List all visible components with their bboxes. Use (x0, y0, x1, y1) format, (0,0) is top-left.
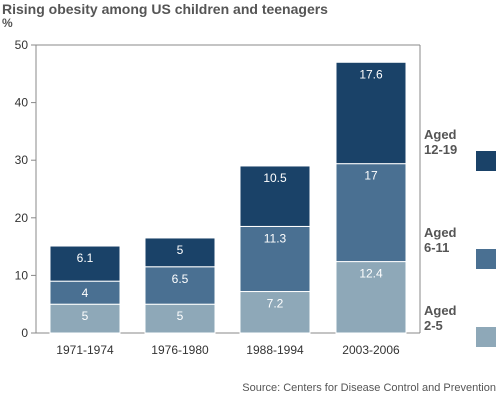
bar-segment (49, 303, 121, 334)
legend-label: Aged 6-11 (424, 225, 474, 255)
legend-item: Aged 2-5 (424, 303, 500, 351)
data-label: 4 (82, 286, 89, 300)
legend-swatch (476, 327, 496, 347)
x-tick-label: 2003-2006 (342, 343, 400, 357)
x-tick-label: 1976-1980 (151, 343, 209, 357)
data-label: 5 (82, 309, 89, 323)
legend-swatch (476, 151, 496, 171)
bar-segment (144, 266, 216, 305)
chart-title: Rising obesity among US children and tee… (2, 1, 328, 17)
legend-label-line: 12-19 (424, 142, 458, 157)
legend-label: Aged 12-19 (424, 127, 474, 157)
x-tick-label: 1971-1974 (56, 343, 114, 357)
legend-label-line: Aged (424, 225, 457, 240)
y-tick-label: 50 (15, 38, 29, 52)
bar-segment (335, 61, 407, 165)
legend-item: Aged 12-19 (424, 127, 500, 175)
legend-swatch (476, 249, 496, 269)
legend-label: Aged 2-5 (424, 303, 474, 333)
source-note: Source: Centers for Disease Control and … (242, 382, 496, 394)
chart-legend: Aged 12-19 Aged 6-11 Aged 2-5 (424, 0, 500, 347)
bar-segment (49, 245, 121, 282)
legend-item: Aged 6-11 (424, 225, 500, 273)
stacked-bar-chart: 0 10 20 30 40 50 5 4 6.1 1971-1974 5 6.5 5 1976-1980 7… (15, 38, 421, 357)
data-label: 12.4 (359, 267, 383, 281)
data-label: 5 (177, 309, 184, 323)
bar-segment (335, 163, 407, 263)
legend-label-line: 6-11 (424, 240, 450, 255)
y-tick-label: 20 (15, 211, 29, 225)
data-label: 17.6 (359, 67, 383, 81)
y-tick-label: 10 (15, 268, 29, 282)
data-label: 6.1 (77, 251, 94, 265)
y-axis-unit: % (2, 16, 13, 30)
data-label: 6.5 (172, 272, 189, 286)
bar-segment (144, 303, 216, 334)
data-label: 17 (364, 169, 378, 183)
data-label: 7.2 (267, 297, 284, 311)
legend-label-line: 2-5 (424, 318, 443, 333)
data-label: 5 (177, 243, 184, 257)
data-label: 10.5 (263, 171, 287, 185)
y-tick-label: 0 (21, 326, 28, 340)
x-tick-label: 1988-1994 (246, 343, 304, 357)
bar-segment (239, 291, 311, 334)
bar-segment (239, 165, 311, 227)
bar-segment (144, 237, 216, 268)
legend-label-line: Aged (424, 127, 457, 142)
data-label: 11.3 (264, 231, 287, 245)
y-tick-label: 40 (15, 96, 29, 110)
y-tick-label: 30 (15, 153, 29, 167)
bar-segment (335, 261, 407, 334)
legend-label-line: Aged (424, 303, 457, 318)
